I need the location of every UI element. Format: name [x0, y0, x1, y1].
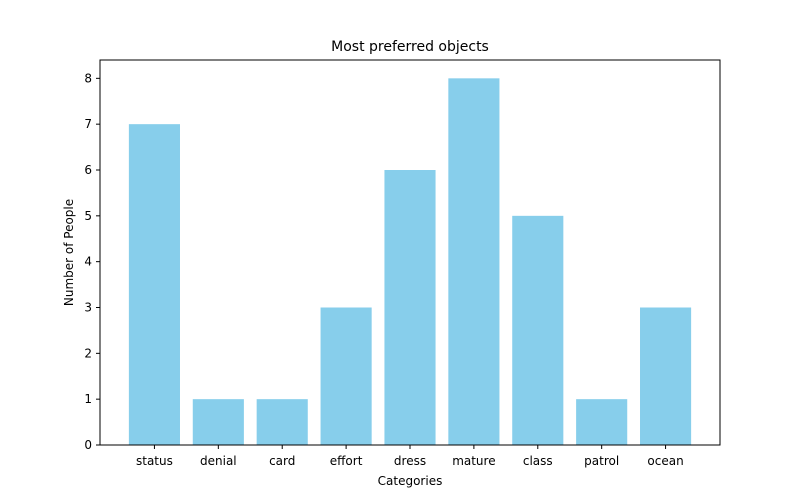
x-tick-label: patrol	[584, 454, 619, 468]
bar-mature	[448, 78, 500, 445]
y-tick-label: 8	[84, 71, 92, 85]
bar-status	[128, 124, 180, 446]
bar-dress	[384, 170, 436, 445]
y-tick-label: 0	[84, 438, 92, 452]
y-axis-ticks: 0 1 2 3 4 5 6 7 8	[84, 71, 100, 452]
x-tick-label: status	[136, 454, 173, 468]
x-tick-label: ocean	[647, 454, 683, 468]
x-tick-label: dress	[394, 454, 426, 468]
bar-ocean	[640, 307, 692, 445]
x-tick-label: effort	[330, 454, 363, 468]
x-tick-label: denial	[200, 454, 237, 468]
x-tick-label: class	[523, 454, 553, 468]
y-tick-label: 1	[84, 392, 92, 406]
bar-denial	[192, 399, 244, 445]
bar-class	[512, 215, 564, 445]
bar-patrol	[576, 399, 628, 445]
y-tick-label: 5	[84, 209, 92, 223]
y-tick-label: 4	[84, 255, 92, 269]
y-tick-label: 3	[84, 301, 92, 315]
y-tick-label: 7	[84, 117, 92, 131]
x-axis-ticks: status denial card effort dress mature class pa…	[136, 445, 684, 468]
bar-effort	[320, 307, 372, 445]
y-tick-label: 6	[84, 163, 92, 177]
bar-card	[256, 399, 308, 445]
y-axis-label: Number of People	[62, 199, 76, 306]
bars-layer	[128, 78, 692, 446]
x-tick-label: mature	[452, 454, 495, 468]
chart-title: Most preferred objects	[331, 39, 489, 55]
y-tick-label: 2	[84, 346, 92, 360]
x-tick-label: card	[269, 454, 295, 468]
plot-area-frame	[99, 59, 721, 446]
x-axis-label: Categories	[378, 474, 443, 488]
